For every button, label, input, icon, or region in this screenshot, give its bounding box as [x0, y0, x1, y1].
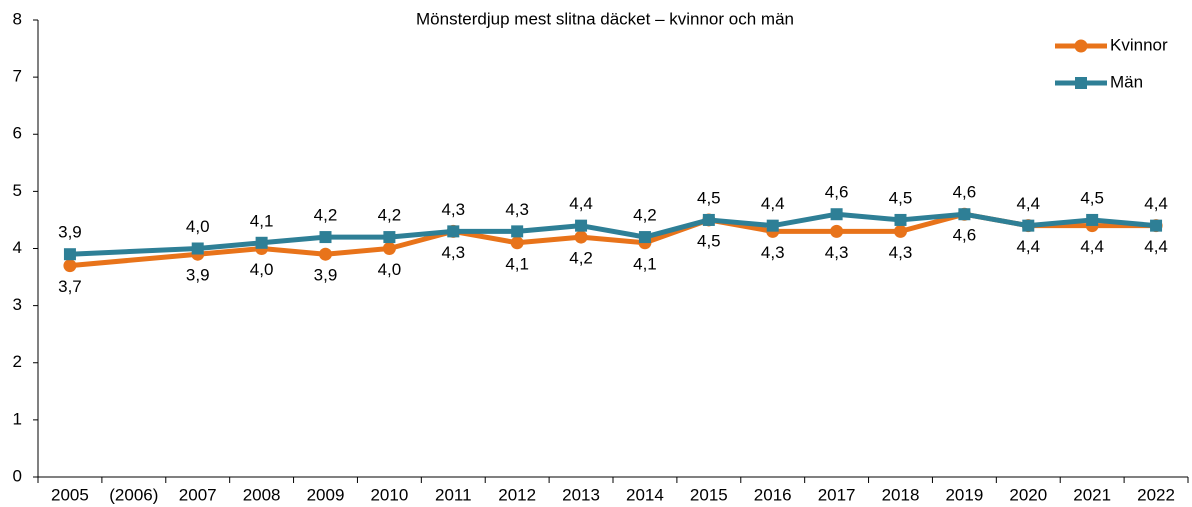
data-label: 4,0 — [250, 260, 274, 279]
data-point — [894, 213, 907, 226]
data-label: 4,5 — [889, 188, 913, 207]
y-tick-label: 7 — [13, 67, 22, 86]
data-point — [830, 208, 843, 221]
legend-marker — [1075, 77, 1087, 89]
data-label: 4,4 — [569, 194, 593, 213]
data-label: 4,5 — [1080, 188, 1104, 207]
x-tick-label: 2017 — [818, 485, 856, 504]
data-label: 4,4 — [1144, 194, 1168, 213]
y-tick-label: 3 — [13, 295, 22, 314]
data-point — [1150, 219, 1163, 232]
data-point — [830, 224, 844, 238]
data-label: 4,3 — [505, 200, 529, 219]
data-point — [1086, 213, 1099, 226]
data-label: 4,1 — [250, 211, 274, 230]
data-point — [1022, 219, 1035, 232]
x-tick-label: 2020 — [1009, 485, 1047, 504]
data-label: 4,4 — [1144, 237, 1168, 256]
x-tick-label: 2013 — [562, 485, 600, 504]
x-tick-label: 2005 — [51, 485, 89, 504]
data-label: 4,2 — [569, 249, 593, 268]
data-point — [255, 236, 268, 249]
x-tick-label: 2008 — [243, 485, 281, 504]
x-tick-label: 2007 — [179, 485, 217, 504]
data-label: 4,0 — [186, 217, 210, 236]
data-point — [766, 219, 779, 232]
data-label: 4,3 — [441, 200, 465, 219]
series-line — [69, 211, 1157, 257]
x-tick-label: 2022 — [1137, 485, 1175, 504]
data-label: 4,1 — [633, 254, 657, 273]
x-tick-label: 2012 — [498, 485, 536, 504]
data-label: 4,3 — [761, 243, 785, 262]
data-point — [638, 231, 651, 244]
x-tick-label: 2019 — [945, 485, 983, 504]
data-point — [702, 213, 715, 226]
y-tick-label: 2 — [13, 352, 22, 371]
data-label: 4,3 — [825, 243, 849, 262]
data-point — [319, 231, 332, 244]
data-point — [574, 230, 588, 244]
data-point — [319, 247, 332, 261]
legend-label: Kvinnor — [1110, 35, 1168, 54]
data-point — [894, 224, 907, 238]
data-label: 4,3 — [889, 243, 913, 262]
data-label: 4,5 — [697, 231, 721, 250]
data-label: 4,4 — [761, 194, 785, 213]
data-label: 4,4 — [1016, 194, 1040, 213]
y-tick-label: 5 — [13, 181, 22, 200]
data-label: 3,9 — [58, 223, 82, 242]
x-tick-label: (2006) — [109, 485, 158, 504]
y-tick-label: 8 — [13, 9, 22, 28]
data-label: 4,5 — [697, 188, 721, 207]
data-label: 4,6 — [953, 226, 977, 245]
data-label: 3,9 — [186, 266, 210, 285]
x-tick-label: 2014 — [626, 485, 664, 504]
data-point — [383, 231, 396, 244]
data-label: 4,2 — [378, 206, 402, 225]
data-label: 4,6 — [825, 183, 849, 202]
data-point — [575, 219, 588, 232]
x-tick-label: 2018 — [882, 485, 920, 504]
x-tick-label: 2016 — [754, 485, 792, 504]
data-label: 4,4 — [1080, 237, 1104, 256]
data-point — [510, 236, 524, 250]
chart-title: Mönsterdjup mest slitna däcket – kvinnor… — [416, 9, 794, 28]
data-label: 4,1 — [505, 254, 529, 273]
x-tick-label: 2021 — [1073, 485, 1111, 504]
data-label: 4,3 — [441, 243, 465, 262]
x-tick-label: 2010 — [370, 485, 408, 504]
data-label: 4,6 — [953, 183, 977, 202]
data-point — [447, 225, 460, 238]
y-tick-label: 0 — [13, 466, 22, 485]
x-tick-label: 2011 — [435, 485, 472, 504]
data-point — [382, 242, 396, 255]
data-point — [63, 248, 76, 261]
y-tick-label: 4 — [13, 238, 22, 257]
y-tick-label: 6 — [13, 124, 22, 143]
data-label: 4,0 — [378, 260, 402, 279]
data-label: 4,4 — [1016, 237, 1040, 256]
data-point — [511, 225, 524, 238]
data-label: 3,7 — [58, 277, 82, 296]
series-line — [69, 211, 1157, 269]
legend-label: Män — [1110, 72, 1143, 91]
y-tick-label: 1 — [13, 409, 22, 428]
legend-marker — [1074, 39, 1088, 53]
data-label: 4,2 — [314, 206, 338, 225]
x-tick-label: 2015 — [690, 485, 728, 504]
data-point — [958, 208, 971, 221]
data-label: 3,9 — [314, 266, 338, 285]
data-point — [191, 242, 204, 255]
data-point — [63, 259, 77, 273]
x-tick-label: 2009 — [307, 485, 345, 504]
data-label: 4,2 — [633, 206, 657, 225]
